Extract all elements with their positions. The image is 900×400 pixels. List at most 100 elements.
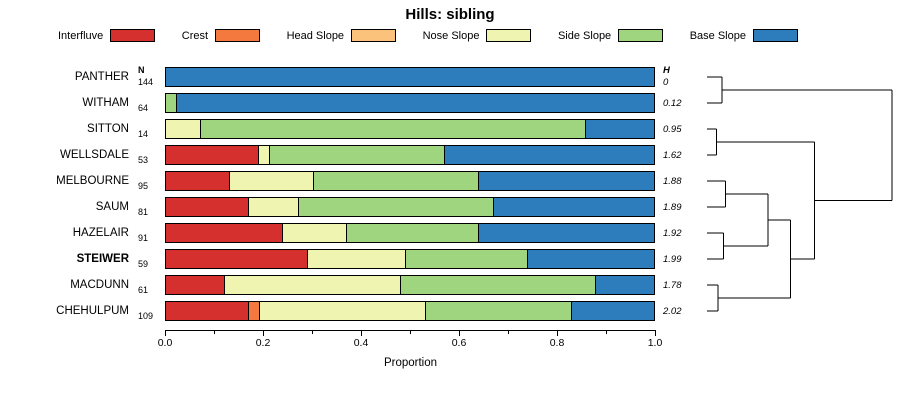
n-value: 59: [138, 259, 149, 269]
bar-segment-side-slope: [399, 276, 595, 294]
bar-segment-side-slope: [424, 302, 571, 320]
n-value: 64: [138, 103, 149, 113]
n-cell: 81: [135, 194, 165, 220]
h-value: 1.92: [663, 227, 682, 239]
x-tick-label: 0.0: [157, 337, 173, 349]
h-value: 1.89: [663, 201, 682, 213]
row-label: STEIWER: [76, 253, 129, 265]
h-cell: 1.92: [655, 220, 699, 246]
stacked-bar: [165, 171, 655, 191]
n-cell: N 144: [135, 64, 165, 90]
h-cell: 1.89: [655, 194, 699, 220]
legend-item-side-slope: Side Slope: [557, 29, 664, 42]
legend-item-head-slope: Head Slope: [287, 29, 397, 42]
bar-segment-base-slope: [478, 172, 654, 190]
legend-swatch-interfluve: [110, 29, 156, 42]
x-tick-label: 0.8: [549, 337, 565, 349]
h-cell: 1.78: [655, 272, 699, 298]
n-value: 95: [138, 181, 149, 191]
bar-segment-interfluve: [166, 198, 249, 216]
row-label: CHEHULPUM: [56, 305, 129, 317]
bar-segment-interfluve: [166, 250, 307, 268]
bar-segment-side-slope: [268, 146, 445, 164]
x-major-tick: [165, 331, 166, 336]
bar-segment-nose-slope: [166, 120, 201, 138]
x-minor-tick: [410, 331, 411, 334]
chart-row-macdunn: MACDUNN 61 1.78: [0, 272, 699, 298]
stacked-bar: [165, 67, 655, 87]
legend-swatch-head-slope: [351, 29, 397, 42]
n-value: 61: [138, 285, 149, 295]
bar-segment-side-slope: [166, 94, 176, 112]
n-column-header: N: [138, 65, 145, 75]
bar-segment-base-slope: [584, 120, 654, 138]
legend-label: Side Slope: [557, 29, 612, 42]
chart-row-saum: SAUM 81 1.89: [0, 194, 699, 220]
x-minor-tick: [508, 331, 509, 334]
legend-swatch-side-slope: [618, 29, 664, 42]
bar-wrap: [165, 246, 655, 272]
h-value: 0.95: [663, 123, 682, 135]
h-value: 0: [663, 77, 669, 88]
h-column-header: H: [663, 65, 670, 76]
bar-segment-interfluve: [166, 172, 230, 190]
n-value: 81: [138, 207, 149, 217]
bar-segment-base-slope: [175, 94, 654, 112]
n-value: 109: [138, 311, 154, 321]
x-minor-tick: [214, 331, 215, 334]
bar-segment-nose-slope: [224, 276, 400, 294]
h-cell: 0.95: [655, 116, 699, 142]
row-label: MACDUNN: [70, 279, 129, 291]
n-value: 144: [138, 77, 154, 87]
stacked-bar: [165, 145, 655, 165]
x-minor-tick: [606, 331, 607, 334]
legend-item-nose-slope: Nose Slope: [423, 29, 532, 42]
row-label: PANTHER: [74, 71, 129, 83]
x-axis: 0.0 0.2 0.4 0.6 0.8 1.0: [158, 330, 662, 355]
legend-swatch-crest: [215, 29, 261, 42]
n-cell: 95: [135, 168, 165, 194]
stacked-bar: [165, 301, 655, 321]
stacked-bar: [165, 275, 655, 295]
x-tick-label: 1.0: [647, 337, 663, 349]
bar-segment-nose-slope: [258, 146, 269, 164]
bar-segment-nose-slope: [258, 302, 425, 320]
bar-wrap: [165, 220, 655, 246]
chart-row-steiwer: STEIWER 59 1.99: [0, 246, 699, 272]
legend-label: Nose Slope: [422, 29, 480, 42]
bar-wrap: [165, 142, 655, 168]
x-major-tick: [459, 331, 460, 336]
chart-row-wellsdale: WELLSDALE 53 1.62: [0, 142, 699, 168]
n-value: 14: [138, 129, 149, 139]
bar-segment-base-slope: [492, 198, 654, 216]
row-label: SITTON: [87, 123, 129, 135]
h-value: 2.02: [663, 305, 682, 317]
h-cell: 0.12: [655, 90, 699, 116]
n-cell: 61: [135, 272, 165, 298]
n-cell: 109: [135, 298, 165, 324]
x-tick-label: 0.2: [255, 337, 271, 349]
row-label: WELLSDALE: [59, 149, 129, 161]
n-value: 91: [138, 233, 149, 243]
bar-segment-interfluve: [166, 146, 259, 164]
chart-title: Hills: sibling: [405, 6, 495, 23]
bar-wrap: [165, 64, 655, 90]
stacked-bar: [165, 93, 655, 113]
chart-row-hazelair: HAZELAIR 91 1.92: [0, 220, 699, 246]
bar-segment-side-slope: [404, 250, 527, 268]
chart-row-melbourne: MELBOURNE 95 1.88: [0, 168, 699, 194]
row-label: MELBOURNE: [56, 175, 129, 187]
x-tick-label: 0.6: [451, 337, 467, 349]
bar-segment-base-slope: [444, 146, 654, 164]
h-value: 1.88: [663, 175, 682, 187]
bar-wrap: [165, 194, 655, 220]
x-tick-label: 0.4: [353, 337, 369, 349]
bar-segment-nose-slope: [248, 198, 298, 216]
bar-wrap: [165, 116, 655, 142]
bar-segment-crest: [248, 302, 259, 320]
h-value: 0.12: [663, 97, 682, 109]
bar-segment-base-slope: [594, 276, 654, 294]
legend-item-base-slope: Base Slope: [690, 29, 798, 42]
